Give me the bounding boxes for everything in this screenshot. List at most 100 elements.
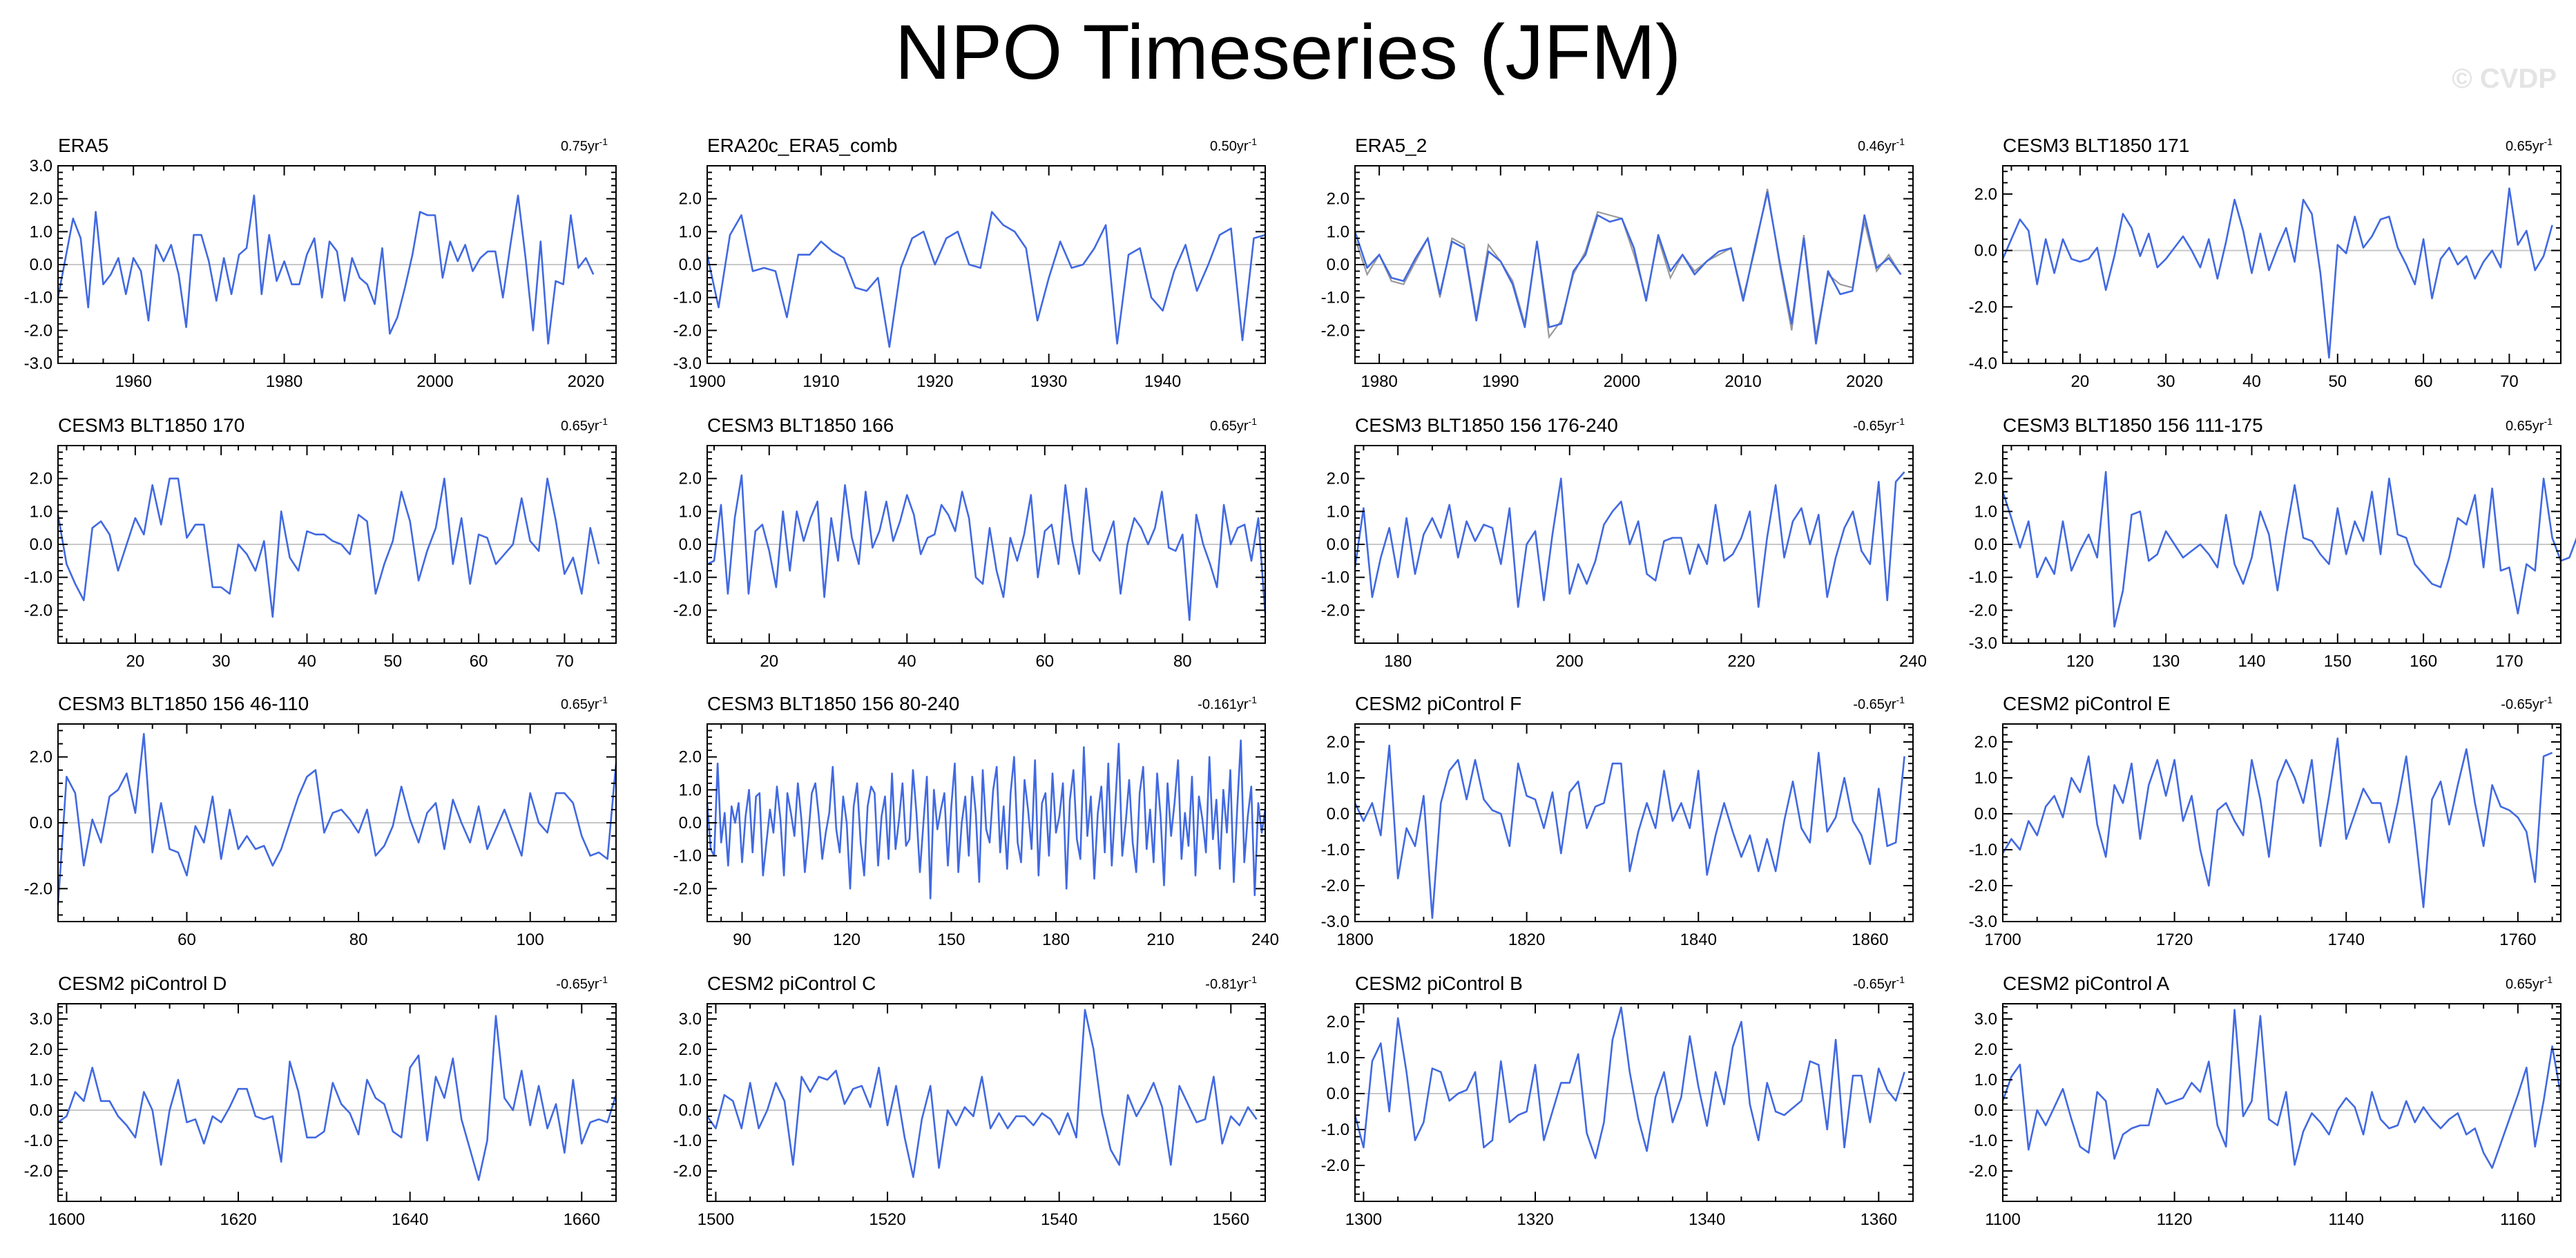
x-tick-label: 40 (898, 652, 916, 671)
trend-value: -0.65 (1853, 697, 1885, 712)
y-tick-label: -3.0 (1969, 634, 1997, 653)
y-tick-label: -2.0 (673, 1162, 702, 1181)
panel-title: CESM2 piControl E (2003, 693, 2171, 714)
y-tick-label: 1.0 (679, 222, 702, 241)
y-tick-label: 0.0 (1974, 535, 1997, 554)
trend-exponent: -1 (2544, 974, 2553, 985)
y-tick-label: -1.0 (1969, 1132, 1997, 1150)
y-tick-label: -3.0 (24, 354, 52, 373)
x-tick-label: 70 (2500, 372, 2519, 391)
y-tick-label: 1.0 (30, 502, 52, 521)
x-tick-label: 20 (760, 652, 778, 671)
trend-label: 0.46yr-1 (1858, 136, 1905, 154)
x-tick-label: 1540 (1041, 1210, 1077, 1229)
x-tick-label: 170 (2495, 652, 2523, 671)
panel-11: CESM2 piControl E -0.65yr-1 -3.0 -2.0 -1.0 0.… (1969, 693, 2561, 949)
trend-label: 0.65yr-1 (2506, 136, 2553, 154)
panel-13: CESM2 piControl C -0.81yr-1 -2.0 -1.0 0.0 1.0… (673, 973, 1266, 1229)
series-line (57, 477, 600, 618)
y-tick-label: 2.0 (30, 470, 52, 488)
panel-3: CESM3 BLT1850 171 0.65yr-1 -4.0 -2.0 0.0 2.0 2… (1969, 135, 2561, 391)
y-tick-label: 0.0 (679, 256, 702, 274)
y-tick-label: 1.0 (30, 1071, 52, 1089)
trend-unit: yr (2532, 139, 2544, 154)
y-tick-label: 0.0 (1327, 1085, 1349, 1103)
trend-exponent: -1 (599, 136, 608, 147)
y-tick-label: 2.0 (1974, 470, 1997, 488)
trend-unit: yr (1885, 977, 1896, 992)
x-tick-label: 60 (1035, 652, 1054, 671)
trend-value: 0.65 (2506, 139, 2532, 154)
trend-unit: yr (2532, 419, 2544, 434)
trend-unit: yr (1885, 419, 1896, 434)
y-tick-label: 0.0 (30, 256, 52, 274)
x-tick-label: 2010 (1724, 372, 1761, 391)
y-tick-label: -1.0 (673, 569, 702, 587)
x-tick-label: 160 (2410, 652, 2437, 671)
x-tick-label: 150 (2324, 652, 2352, 671)
trend-value: 0.46 (1858, 139, 1885, 154)
y-tick-label: -2.0 (673, 321, 702, 340)
y-tick-label: 2.0 (1974, 185, 1997, 204)
x-tick-label: 50 (383, 652, 402, 671)
trend-label: -0.161yr-1 (1198, 694, 1257, 712)
panel-title: CESM3 BLT1850 166 (707, 414, 894, 436)
watermark: © CVDP (2452, 64, 2557, 94)
y-tick-label: -1.0 (1969, 569, 1997, 587)
series-line (707, 474, 1267, 621)
trend-exponent: -1 (2544, 416, 2553, 427)
panel-0: ERA5 0.75yr-1 -3.0 -2.0 -1.0 0.0 1.0 2.0 3.0 1960… (24, 135, 617, 391)
y-tick-label: 0.0 (1327, 535, 1349, 554)
x-tick-label: 1920 (916, 372, 953, 391)
x-tick-label: 140 (2238, 652, 2265, 671)
trend-label: 0.65yr-1 (561, 694, 608, 712)
y-tick-label: -1.0 (24, 289, 52, 307)
y-tick-label: -2.0 (673, 879, 702, 898)
x-tick-label: 1100 (1985, 1210, 2021, 1229)
y-tick-label: -2.0 (24, 879, 52, 898)
series-line (57, 194, 595, 345)
trend-unit: yr (588, 697, 599, 712)
y-tick-label: 0.0 (1327, 256, 1349, 274)
y-tick-label: 0.0 (679, 535, 702, 554)
panel-title: CESM3 BLT1850 156 111-175 (2003, 414, 2263, 436)
trend-unit: yr (2532, 697, 2544, 712)
panel-14: CESM2 piControl B -0.65yr-1 -2.0 -1.0 0.0 1.0… (1321, 973, 1914, 1229)
x-tick-label: 50 (2328, 372, 2347, 391)
plot-frame (1354, 723, 1914, 922)
y-tick-label: -1.0 (24, 1132, 52, 1150)
panel-5: CESM3 BLT1850 166 0.65yr-1 -2.0 -1.0 0.0 1.0 2… (673, 414, 1267, 671)
series-line (57, 1015, 617, 1181)
plot-frame (2002, 723, 2561, 922)
panel-12: CESM2 piControl D -0.65yr-1 -2.0 -1.0 0.0 1.0… (24, 973, 617, 1229)
trend-exponent: -1 (1896, 974, 1905, 985)
x-tick-label: 1760 (2499, 931, 2536, 949)
y-tick-label: 1.0 (679, 1071, 702, 1089)
x-tick-label: 1960 (115, 372, 151, 391)
y-tick-label: 3.0 (679, 1010, 702, 1029)
y-tick-label: 2.0 (1974, 733, 1997, 752)
panel-8: CESM3 BLT1850 156 46-110 0.65yr-1 -2.0 0.0 2… (24, 693, 617, 949)
panel-4: CESM3 BLT1850 170 0.65yr-1 -2.0 -1.0 0.0 1.0 2… (24, 414, 617, 671)
x-tick-label: 1300 (1345, 1210, 1382, 1229)
y-tick-label: 3.0 (1974, 1010, 1997, 1029)
panel-title: CESM3 BLT1850 156 176-240 (1355, 414, 1618, 436)
x-tick-label: 1340 (1689, 1210, 1725, 1229)
y-tick-label: -1.0 (1321, 289, 1349, 307)
y-tick-label: 0.0 (1327, 805, 1349, 823)
y-tick-label: 1.0 (1327, 502, 1349, 521)
trend-value: -0.65 (1853, 977, 1885, 992)
y-tick-label: -1.0 (1969, 841, 1997, 859)
x-tick-label: 60 (177, 931, 196, 949)
trend-unit: yr (588, 419, 599, 434)
y-tick-label: 2.0 (679, 190, 702, 209)
y-tick-label: 2.0 (1327, 733, 1349, 752)
series-line (1354, 471, 1905, 608)
y-tick-label: -2.0 (1969, 298, 1997, 316)
x-tick-label: 1940 (1144, 372, 1181, 391)
trend-label: -0.81yr-1 (1205, 974, 1257, 992)
trend-exponent: -1 (599, 694, 608, 705)
panel-2: ERA5_2 0.46yr-1 -2.0 -1.0 0.0 1.0 2.0 1980 1990 2… (1321, 135, 1914, 391)
x-tick-label: 1520 (869, 1210, 905, 1229)
x-tick-label: 100 (517, 931, 544, 949)
